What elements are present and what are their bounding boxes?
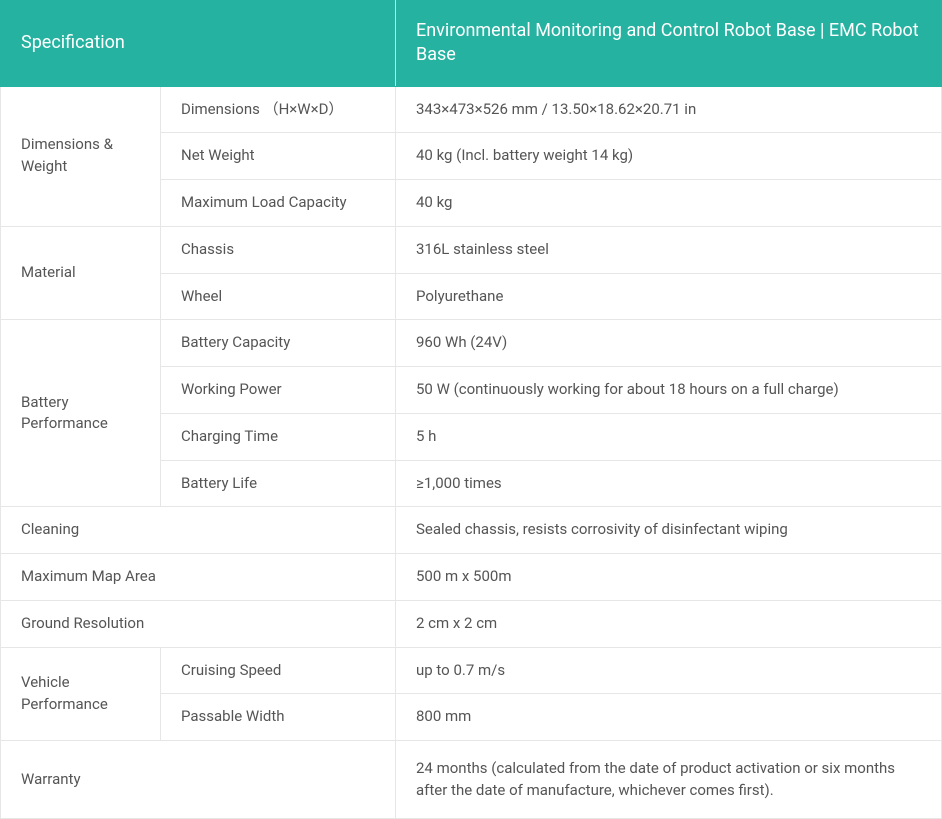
spec-row-value: Polyurethane <box>396 273 942 320</box>
table-row: Warranty24 months (calculated from the d… <box>1 741 942 819</box>
spec-row-value: 800 mm <box>396 694 942 741</box>
table-row: Maximum Map Area500 m x 500m <box>1 554 942 601</box>
spec-table-body: Dimensions & WeightDimensions （H×W×D）343… <box>1 86 942 819</box>
spec-row-value: up to 0.7 m/s <box>396 647 942 694</box>
header-row: Specification Environmental Monitoring a… <box>1 1 942 87</box>
spec-row-value: 316L stainless steel <box>396 226 942 273</box>
spec-row-label: Working Power <box>161 367 396 414</box>
spec-row-value: Sealed chassis, resists corrosivity of d… <box>396 507 942 554</box>
spec-row-label: Passable Width <box>161 694 396 741</box>
spec-group-label: Dimensions & Weight <box>1 86 161 226</box>
spec-row-label: Cruising Speed <box>161 647 396 694</box>
spec-row-value: 960 Wh (24V) <box>396 320 942 367</box>
spec-row-value: 343×473×526 mm / 13.50×18.62×20.71 in <box>396 86 942 133</box>
header-left: Specification <box>1 1 396 87</box>
table-row: MaterialChassis316L stainless steel <box>1 226 942 273</box>
spec-row-value: 500 m x 500m <box>396 554 942 601</box>
spec-group-label: Ground Resolution <box>1 600 396 647</box>
spec-row-value: 2 cm x 2 cm <box>396 600 942 647</box>
spec-group-label: Maximum Map Area <box>1 554 396 601</box>
header-right: Environmental Monitoring and Control Rob… <box>396 1 942 87</box>
spec-row-label: Maximum Load Capacity <box>161 180 396 227</box>
table-row: Ground Resolution2 cm x 2 cm <box>1 600 942 647</box>
spec-row-label: Wheel <box>161 273 396 320</box>
spec-row-label: Charging Time <box>161 413 396 460</box>
table-row: CleaningSealed chassis, resists corrosiv… <box>1 507 942 554</box>
spec-row-value: 40 kg (Incl. battery weight 14 kg) <box>396 133 942 180</box>
spec-row-value: 5 h <box>396 413 942 460</box>
table-row: Dimensions & WeightDimensions （H×W×D）343… <box>1 86 942 133</box>
spec-group-label: Warranty <box>1 741 396 819</box>
spec-table: Specification Environmental Monitoring a… <box>0 0 942 819</box>
table-row: Vehicle PerformanceCruising Speedup to 0… <box>1 647 942 694</box>
spec-row-label: Net Weight <box>161 133 396 180</box>
spec-row-value: 24 months (calculated from the date of p… <box>396 741 942 819</box>
table-row: Battery PerformanceBattery Capacity960 W… <box>1 320 942 367</box>
spec-group-label: Material <box>1 226 161 320</box>
spec-group-label: Battery Performance <box>1 320 161 507</box>
spec-group-label: Cleaning <box>1 507 396 554</box>
spec-row-label: Chassis <box>161 226 396 273</box>
spec-row-label: Battery Capacity <box>161 320 396 367</box>
spec-row-value: 50 W (continuously working for about 18 … <box>396 367 942 414</box>
spec-group-label: Vehicle Performance <box>1 647 161 741</box>
spec-row-label: Dimensions （H×W×D） <box>161 86 396 133</box>
spec-row-value: 40 kg <box>396 180 942 227</box>
spec-row-value: ≥1,000 times <box>396 460 942 507</box>
spec-row-label: Battery Life <box>161 460 396 507</box>
